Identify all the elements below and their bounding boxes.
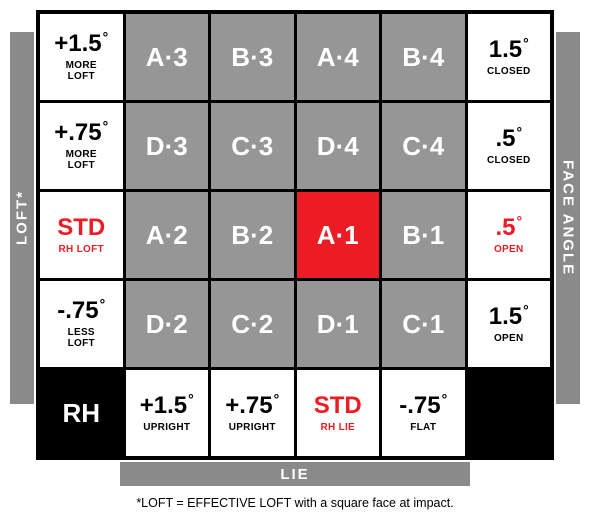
cell-sub: MORELOFT xyxy=(66,60,97,82)
cell-main: +.75° xyxy=(225,394,279,418)
cell-r0-c2: B·3 xyxy=(211,14,294,100)
cell-r4-c3: STD RH LIE xyxy=(297,370,380,456)
cell-r0-c1: A·3 xyxy=(126,14,209,100)
cell-main: 1.5° xyxy=(489,305,529,329)
footnote: *LOFT = EFFECTIVE LOFT with a square fac… xyxy=(10,496,580,510)
cell-sub: MORELOFT xyxy=(66,149,97,171)
settings-grid: +1.5° MORELOFT A·3 B·3 A·4 B·4 1.5° CLOSED +.75°… xyxy=(40,14,550,456)
cell-r4-c0: RH xyxy=(40,370,123,456)
cell-main: -.75° xyxy=(57,299,105,323)
cell-r3-c0: -.75° LESSLOFT xyxy=(40,281,123,367)
cell-r0-c3: A·4 xyxy=(297,14,380,100)
cell-r3-c4: C·1 xyxy=(382,281,465,367)
cell-r3-c1: D·2 xyxy=(126,281,209,367)
grid-board: +1.5° MORELOFT A·3 B·3 A·4 B·4 1.5° CLOSED +.75°… xyxy=(36,10,554,460)
cell-r1-c3: D·4 xyxy=(297,103,380,189)
cell-r0-c4: B·4 xyxy=(382,14,465,100)
cell-sub: UPRIGHT xyxy=(229,422,276,433)
cell-r0-c0: +1.5° MORELOFT xyxy=(40,14,123,100)
cell-r4-c5 xyxy=(468,370,551,456)
cell-r3-c5: 1.5° OPEN xyxy=(468,281,551,367)
cell-r1-c0: +.75° MORELOFT xyxy=(40,103,123,189)
cell-r2-c4: B·1 xyxy=(382,192,465,278)
cell-main: D·2 xyxy=(146,311,188,337)
cell-main: B·4 xyxy=(402,44,444,70)
cell-r1-c4: C·4 xyxy=(382,103,465,189)
cell-main: C·4 xyxy=(402,133,444,159)
cell-main: STD xyxy=(314,394,362,418)
cell-main: A·1 xyxy=(317,222,359,248)
cell-r4-c2: +.75° UPRIGHT xyxy=(211,370,294,456)
cell-main: B·2 xyxy=(231,222,273,248)
cell-r1-c2: C·3 xyxy=(211,103,294,189)
axis-loft: LOFT* xyxy=(10,32,34,404)
cell-main: .5° xyxy=(495,127,522,151)
cell-main: B·1 xyxy=(402,222,444,248)
cell-main: A·2 xyxy=(146,222,188,248)
cell-main: D·4 xyxy=(317,133,359,159)
cell-sub: RH LIE xyxy=(320,422,355,433)
cell-sub: LESSLOFT xyxy=(68,327,95,349)
cell-main: +.75° xyxy=(54,121,108,145)
axis-face-angle: FACE ANGLE xyxy=(556,32,580,404)
cell-r3-c2: C·2 xyxy=(211,281,294,367)
cell-r0-c5: 1.5° CLOSED xyxy=(468,14,551,100)
cell-main: C·2 xyxy=(231,311,273,337)
axis-lie: LIE xyxy=(120,462,470,486)
cell-sub: CLOSED xyxy=(487,155,530,166)
cell-main: A·4 xyxy=(317,44,359,70)
cell-main: RH xyxy=(62,400,100,426)
cell-main: B·3 xyxy=(231,44,273,70)
cell-main: D·3 xyxy=(146,133,188,159)
cell-main: C·3 xyxy=(231,133,273,159)
cell-sub: RH LOFT xyxy=(59,244,104,255)
cell-sub: FLAT xyxy=(410,422,436,433)
cell-sub: UPRIGHT xyxy=(143,422,190,433)
cell-r2-c0: STD RH LOFT xyxy=(40,192,123,278)
cell-main: .5° xyxy=(495,216,522,240)
cell-sub: CLOSED xyxy=(487,66,530,77)
cell-r1-c5: .5° CLOSED xyxy=(468,103,551,189)
cell-main: +1.5° xyxy=(140,394,194,418)
hosel-chart: LOFT* FACE ANGLE +1.5° MORELOFT A·3 B·3 A·4 B… xyxy=(10,10,580,486)
cell-main: +1.5° xyxy=(54,32,108,56)
cell-r4-c1: +1.5° UPRIGHT xyxy=(126,370,209,456)
cell-r2-c5: .5° OPEN xyxy=(468,192,551,278)
cell-main: C·1 xyxy=(402,311,444,337)
cell-main: -.75° xyxy=(399,394,447,418)
cell-r3-c3: D·1 xyxy=(297,281,380,367)
cell-sub: OPEN xyxy=(494,333,524,344)
cell-r2-c3: A·1 xyxy=(297,192,380,278)
cell-r2-c1: A·2 xyxy=(126,192,209,278)
cell-r1-c1: D·3 xyxy=(126,103,209,189)
cell-main: A·3 xyxy=(146,44,188,70)
cell-main: D·1 xyxy=(317,311,359,337)
cell-main: STD xyxy=(57,216,105,240)
cell-sub: OPEN xyxy=(494,244,524,255)
cell-main: 1.5° xyxy=(489,38,529,62)
cell-r4-c4: -.75° FLAT xyxy=(382,370,465,456)
cell-r2-c2: B·2 xyxy=(211,192,294,278)
